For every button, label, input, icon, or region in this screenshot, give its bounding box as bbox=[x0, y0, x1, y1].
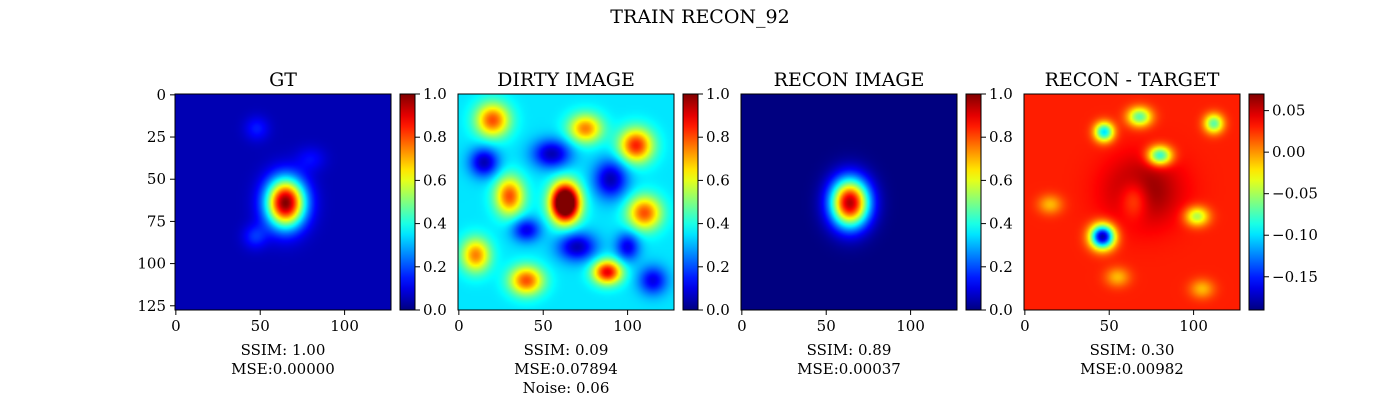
colorbar-tick-label: 0.05 bbox=[1272, 102, 1305, 120]
panel-3: RECON IMAGE 0 50 100 0.0 0.2 0.4 0.6 0.8 1.0 SSIM:… bbox=[737, 69, 1013, 378]
colorbar-tick-label: 0.8 bbox=[989, 128, 1013, 146]
x-tick-label: 50 bbox=[534, 317, 553, 335]
axes-frame bbox=[1023, 93, 1241, 311]
y-tick-label: 0 bbox=[156, 86, 166, 104]
axes-frame bbox=[174, 93, 392, 311]
colorbar-tick-label: 1.0 bbox=[989, 85, 1013, 103]
colorbar-tick-label: 0.6 bbox=[989, 171, 1013, 189]
x-tick-label: 100 bbox=[1179, 317, 1208, 335]
panel-title: RECON IMAGE bbox=[774, 69, 925, 91]
colorbar bbox=[399, 93, 416, 311]
colorbar-tick-label: 1.0 bbox=[706, 85, 730, 103]
colorbar-tick-label: 0.6 bbox=[706, 171, 730, 189]
colorbar-tick-label: −0.15 bbox=[1272, 268, 1318, 286]
colorbar-tick-label: 0.2 bbox=[706, 258, 730, 276]
x-tick-label: 0 bbox=[1020, 317, 1030, 335]
colorbar-tick-label: 0.00 bbox=[1272, 143, 1305, 161]
x-tick-label: 100 bbox=[896, 317, 925, 335]
panel-1: GT 0 50 100 0 25 50 75 100 125 0.0 0.2 0.4 0.6 0.8 1.0 S… bbox=[137, 69, 447, 378]
y-tick-label: 50 bbox=[147, 170, 166, 188]
panel-2: DIRTY IMAGE 0 50 100 0.0 0.2 0.4 0.6 0.8 1.0 SSIM:… bbox=[454, 69, 730, 397]
x-tick-label: 50 bbox=[251, 317, 270, 335]
heatmap-image bbox=[458, 94, 674, 310]
x-tick-label: 50 bbox=[817, 317, 836, 335]
metric-caption: MSE:0.00000 bbox=[231, 360, 335, 378]
colorbar-tick-label: −0.10 bbox=[1272, 226, 1318, 244]
x-tick-label: 100 bbox=[613, 317, 642, 335]
colorbar bbox=[1248, 93, 1265, 311]
colorbar bbox=[682, 93, 699, 311]
colorbar-tick-label: 0.0 bbox=[706, 301, 730, 319]
y-tick-label: 125 bbox=[137, 297, 166, 315]
x-tick-label: 50 bbox=[1100, 317, 1119, 335]
colorbar-tick-label: 0.0 bbox=[423, 301, 447, 319]
colorbar-tick-label: 1.0 bbox=[423, 85, 447, 103]
y-tick-label: 25 bbox=[147, 128, 166, 146]
heatmap-image bbox=[1024, 94, 1240, 310]
metric-caption: MSE:0.00982 bbox=[1080, 360, 1184, 378]
metric-caption: MSE:0.07894 bbox=[514, 360, 618, 378]
colorbar-tick-label: −0.05 bbox=[1272, 185, 1318, 203]
colorbar bbox=[965, 93, 982, 311]
figure-title: TRAIN RECON_92 bbox=[610, 6, 789, 28]
metric-caption: MSE:0.00037 bbox=[797, 360, 901, 378]
heatmap-image bbox=[175, 94, 391, 310]
panel-title: DIRTY IMAGE bbox=[497, 69, 635, 91]
colorbar-tick-label: 0.8 bbox=[706, 128, 730, 146]
panel-title: GT bbox=[269, 69, 297, 91]
x-tick-label: 100 bbox=[330, 317, 359, 335]
axes-frame bbox=[740, 93, 958, 311]
colorbar-tick-label: 0.0 bbox=[989, 301, 1013, 319]
y-tick-label: 75 bbox=[147, 212, 166, 230]
panel-4: RECON - TARGET 0 50 100 0.05 0.00 −0.05 −0.10 −0… bbox=[1020, 69, 1318, 378]
panel-title: RECON - TARGET bbox=[1045, 69, 1220, 91]
colorbar-tick-label: 0.2 bbox=[423, 258, 447, 276]
panels: GT 0 50 100 0 25 50 75 100 125 0.0 0.2 0.4 0.6 0.8 1.0 S… bbox=[137, 69, 1318, 397]
metric-caption: SSIM: 0.89 bbox=[807, 341, 892, 359]
colorbar-tick-label: 0.4 bbox=[989, 215, 1013, 233]
heatmap-image bbox=[741, 94, 957, 310]
y-tick-label: 100 bbox=[137, 255, 166, 273]
x-tick-label: 0 bbox=[454, 317, 464, 335]
x-tick-label: 0 bbox=[737, 317, 747, 335]
colorbar-tick-label: 0.4 bbox=[706, 215, 730, 233]
colorbar-tick-label: 0.4 bbox=[423, 215, 447, 233]
colorbar-tick-label: 0.6 bbox=[423, 171, 447, 189]
metric-caption: SSIM: 1.00 bbox=[241, 341, 326, 359]
metric-caption: SSIM: 0.09 bbox=[524, 341, 609, 359]
x-tick-label: 0 bbox=[171, 317, 181, 335]
colorbar-tick-label: 0.8 bbox=[423, 128, 447, 146]
axes-frame bbox=[457, 93, 675, 311]
colorbar-tick-label: 0.2 bbox=[989, 258, 1013, 276]
metric-caption: SSIM: 0.30 bbox=[1090, 341, 1175, 359]
metric-caption: Noise: 0.06 bbox=[523, 379, 610, 397]
